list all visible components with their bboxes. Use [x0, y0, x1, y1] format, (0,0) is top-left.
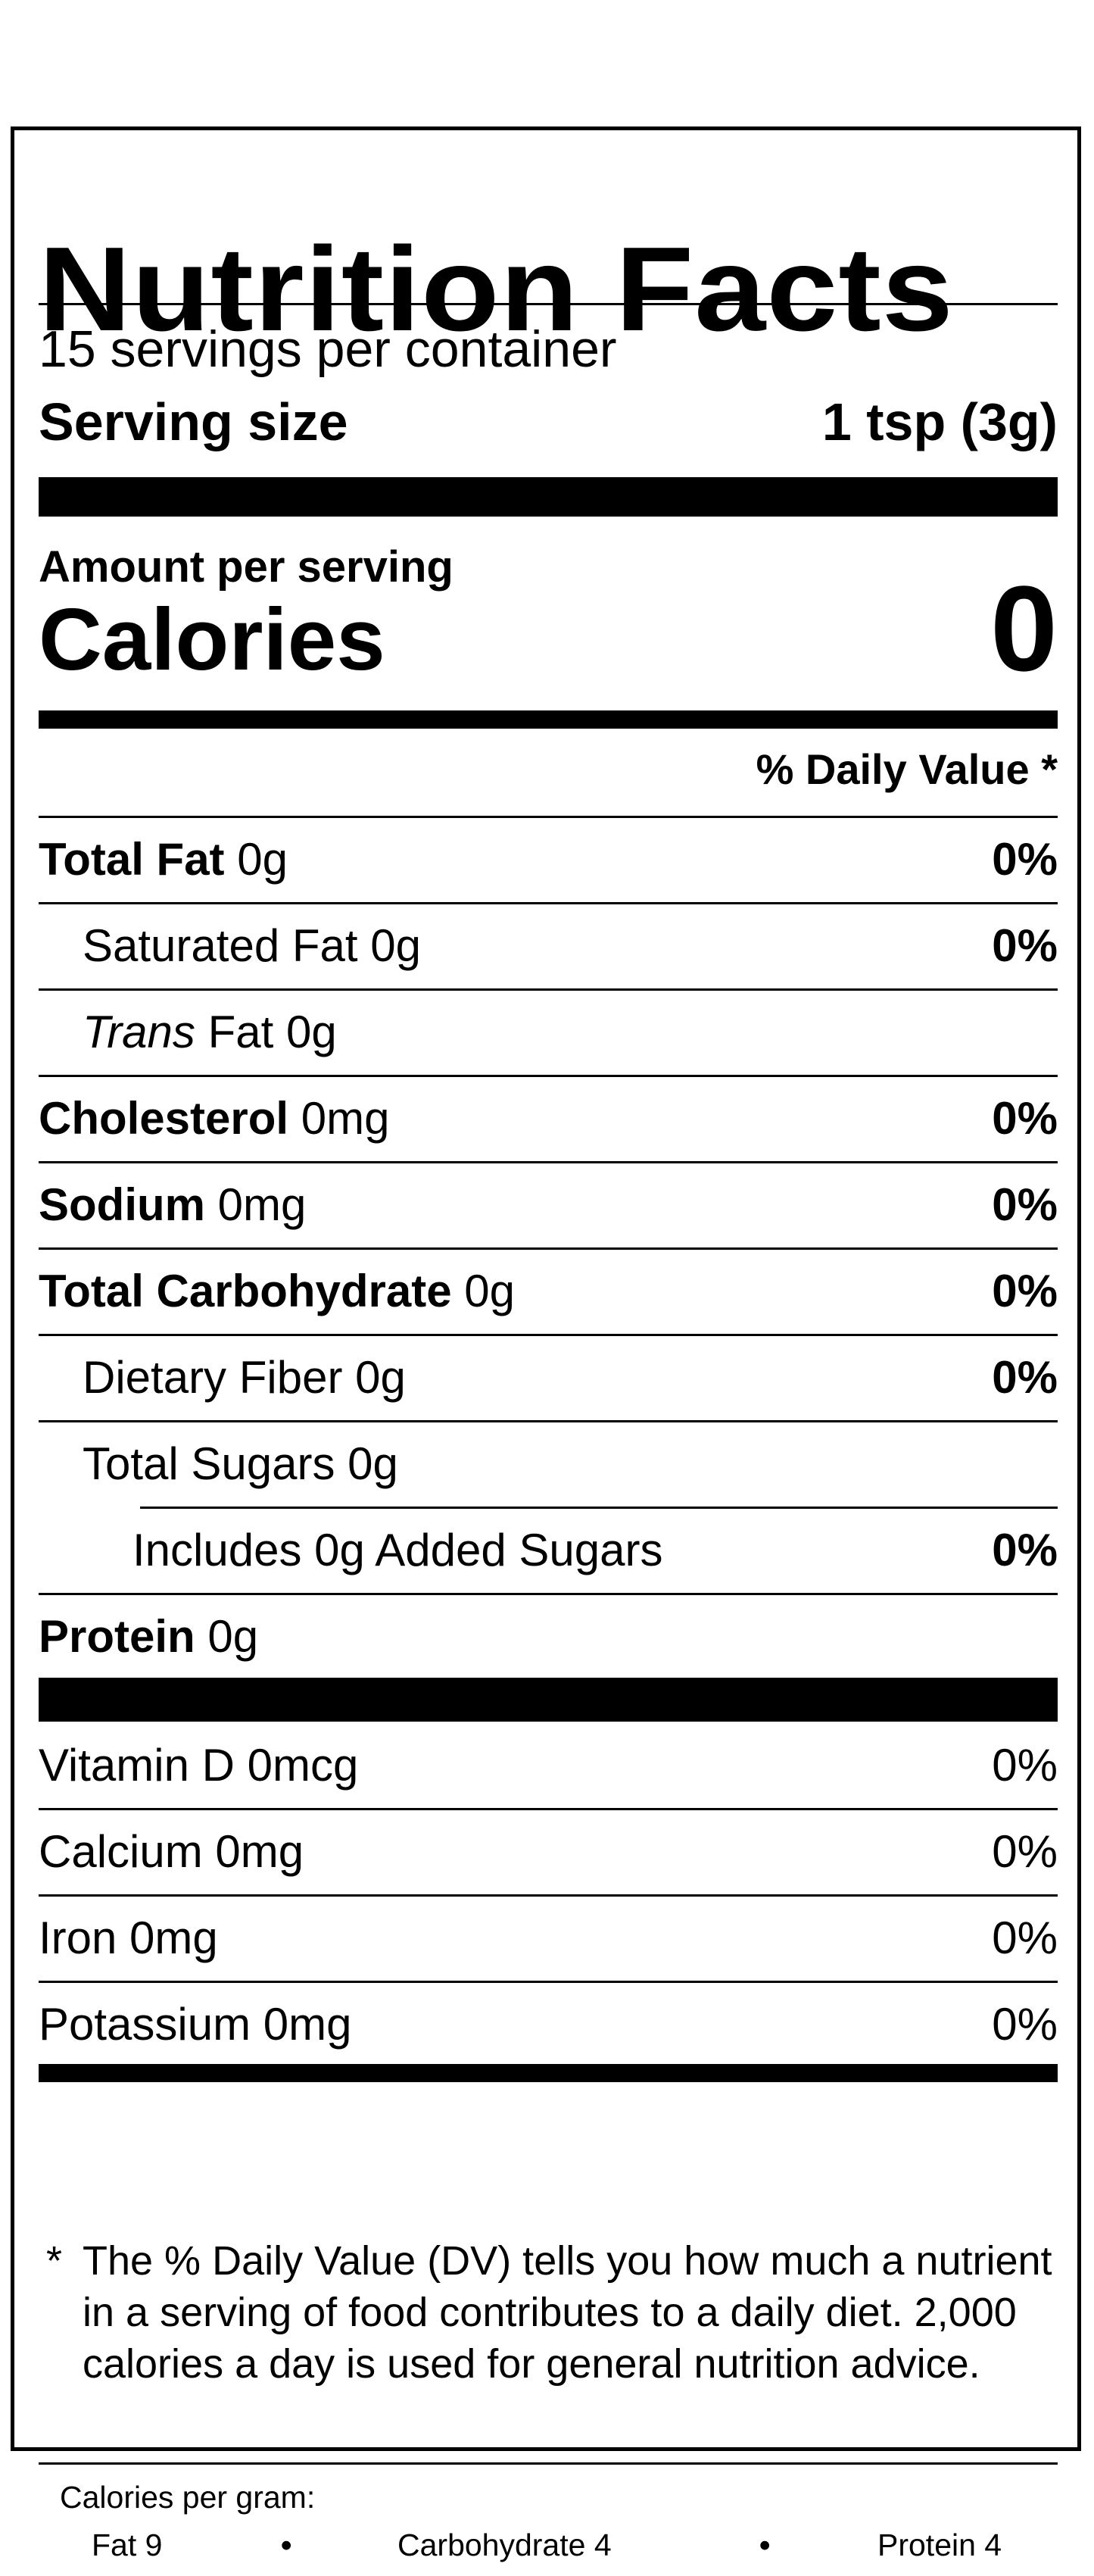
nutrient-amount: 0g [451, 1265, 516, 1316]
row-divider [39, 816, 1058, 818]
calories-label: Calories [39, 590, 385, 688]
medium-divider [39, 710, 1058, 729]
nutrient-amount: 0mg [205, 1179, 307, 1230]
calories-row: Calories 0 [39, 568, 1058, 689]
vitamin-dv: 0% [992, 1998, 1058, 2050]
row-divider [39, 988, 1058, 991]
nutrient-amount: 0g [195, 1610, 259, 1662]
serving-size-row: Serving size 1 tsp (3g) [39, 395, 1058, 448]
vitamin-row-calcium: Calcium 0mg 0% [39, 1809, 1058, 1894]
nutrient-dv: 0% [992, 1524, 1058, 1575]
serving-size-value: 1 tsp (3g) [821, 392, 1058, 451]
row-divider [39, 902, 1058, 904]
row-divider [39, 1161, 1058, 1163]
nutrient-name: Total Fat [39, 833, 225, 885]
row-divider [39, 1981, 1058, 1983]
calories-value: 0 [990, 560, 1058, 696]
bullet-separator: • [281, 2528, 292, 2562]
nutrient-name: Protein [39, 1610, 195, 1662]
protein-per-gram: Protein 4 [877, 2528, 1002, 2562]
row-divider [39, 1247, 1058, 1250]
serving-size-label: Serving size [39, 392, 348, 451]
footnote-asterisk: * [46, 2238, 63, 2284]
nutrient-row-trans-fat: Trans Fat 0g [39, 989, 1058, 1075]
vitamin-row-iron: Iron 0mg 0% [39, 1895, 1058, 1981]
bullet-separator: • [759, 2528, 771, 2562]
nutrition-label: Nutrition Facts 15 servings per containe… [11, 126, 1081, 2561]
row-divider [39, 1894, 1058, 1897]
daily-value-header: % Daily Value * [756, 745, 1058, 793]
nutrient-amount: 0g [342, 1351, 406, 1403]
nutrient-row-protein: Protein 0g [39, 1594, 1058, 1679]
servings-per-container: 15 servings per container [39, 320, 617, 378]
nutrient-row-total-fat: Total Fat 0g 0% [39, 817, 1058, 902]
nutrient-amount: 0mg [288, 1092, 390, 1144]
carbohydrate-per-gram: Carbohydrate 4 [397, 2528, 612, 2562]
label-content: Nutrition Facts 15 servings per containe… [39, 130, 1058, 2561]
row-divider [39, 1334, 1058, 1336]
nutrient-row-added-sugars: Includes 0g Added Sugars 0% [39, 1507, 1058, 1593]
nutrient-dv: 0% [992, 833, 1058, 885]
nutrient-name: Total Carbohydrate [39, 1265, 452, 1316]
row-divider [39, 1075, 1058, 1077]
label-title: Nutrition Facts [39, 223, 954, 356]
amount-per-serving: Amount per serving [39, 542, 453, 592]
nutrient-row-cholesterol: Cholesterol 0mg 0% [39, 1076, 1058, 1161]
nutrient-row-total-sugars: Total Sugars 0g [39, 1421, 1058, 1507]
vitamin-name: Calcium 0mg [39, 1825, 304, 1877]
footnote-text: The % Daily Value (DV) tells you how muc… [83, 2238, 1052, 2387]
row-divider [140, 1507, 1058, 1509]
nutrient-dv: 0% [992, 1179, 1058, 1230]
vitamin-name: Iron 0mg [39, 1912, 218, 1963]
vitamin-row-vitamin-d: Vitamin D 0mcg 0% [39, 1722, 1058, 1808]
nutrient-dv: 0% [992, 1265, 1058, 1316]
vitamin-dv: 0% [992, 1739, 1058, 1791]
vitamin-dv: 0% [992, 1825, 1058, 1877]
nutrient-amount: 0g [335, 1438, 398, 1489]
thick-divider [39, 477, 1058, 517]
footnote-divider [39, 2462, 1058, 2465]
vitamin-name: Potassium 0mg [39, 1998, 352, 2050]
nutrient-row-dietary-fiber: Dietary Fiber 0g 0% [39, 1335, 1058, 1420]
nutrient-name: Cholesterol [39, 1092, 289, 1144]
calories-per-gram-label: Calories per gram: [60, 2480, 316, 2515]
nutrient-amount: 0g [224, 833, 288, 885]
vitamin-row-potassium: Potassium 0mg 0% [39, 1981, 1058, 2067]
nutrient-amount: 0g [357, 920, 421, 971]
nutrient-row-sodium: Sodium 0mg 0% [39, 1162, 1058, 1247]
thick-divider [39, 1678, 1058, 1722]
row-divider [39, 1808, 1058, 1810]
medium-divider [39, 2064, 1058, 2082]
nutrient-row-saturated-fat: Saturated Fat 0g 0% [39, 903, 1058, 988]
row-divider [39, 1593, 1058, 1595]
nutrient-name: Saturated Fat [83, 920, 358, 971]
fat-per-gram: Fat 9 [92, 2528, 163, 2562]
nutrient-dv: 0% [992, 1092, 1058, 1144]
nutrient-name: Sodium [39, 1179, 205, 1230]
nutrient-name: Total Sugars [83, 1438, 335, 1489]
vitamin-name: Vitamin D 0mcg [39, 1739, 359, 1791]
nutrient-name: Includes 0g Added Sugars [132, 1524, 663, 1575]
nutrient-dv: 0% [992, 1351, 1058, 1403]
vitamin-dv: 0% [992, 1912, 1058, 1963]
title-divider [39, 303, 1058, 305]
nutrient-name: Trans [83, 1006, 195, 1057]
nutrient-name: Dietary Fiber [83, 1351, 343, 1403]
daily-value-footnote: * The % Daily Value (DV) tells you how m… [39, 2235, 1058, 2390]
row-divider [39, 1420, 1058, 1422]
nutrient-dv: 0% [992, 920, 1058, 971]
nutrient-row-total-carbohydrate: Total Carbohydrate 0g 0% [39, 1248, 1058, 1334]
nutrient-amount: Fat 0g [195, 1006, 337, 1057]
